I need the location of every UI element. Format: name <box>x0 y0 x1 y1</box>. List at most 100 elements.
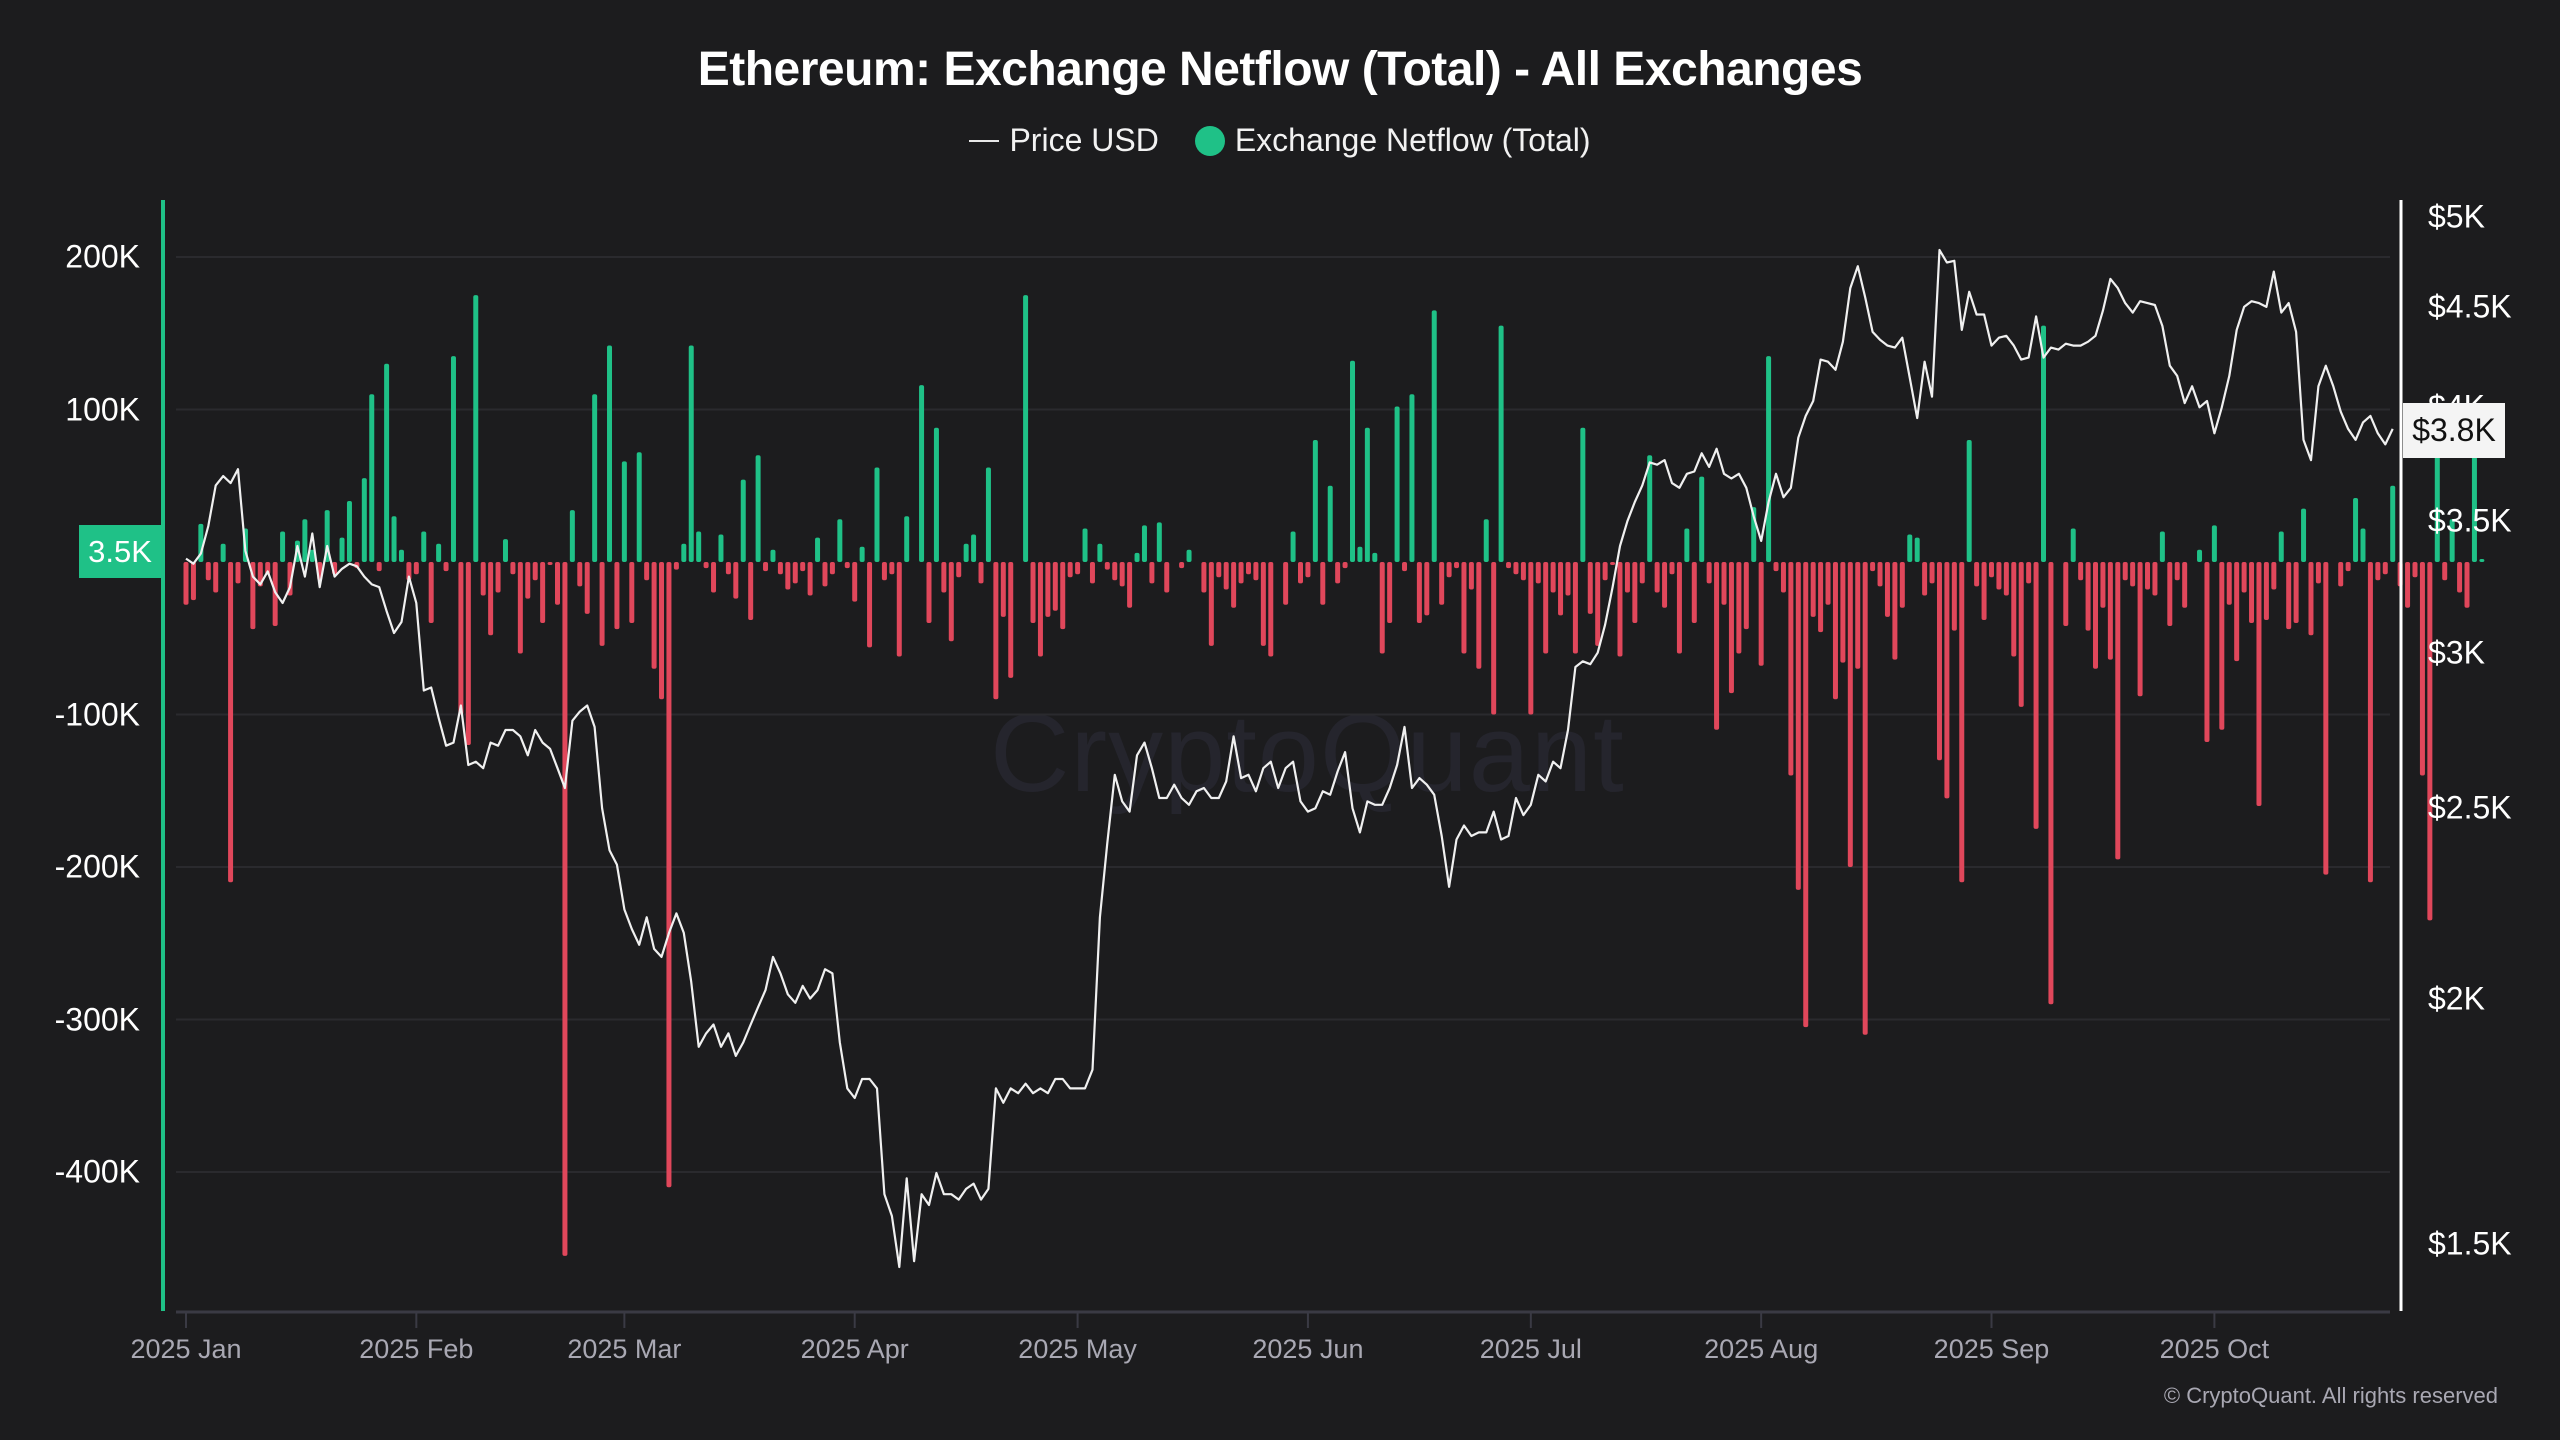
outflow-bar <box>2137 562 2143 697</box>
outflow-bar <box>532 562 538 581</box>
outflow-bar <box>2286 562 2292 630</box>
inflow-bar <box>837 519 843 562</box>
line-swatch-icon <box>969 139 1000 142</box>
outflow-bar <box>1676 562 1682 654</box>
inflow-bar <box>1483 519 1489 562</box>
right-y-tick-label: $1.5K <box>2428 1225 2512 1262</box>
outflow-bar <box>1008 562 1014 678</box>
left-y-tick-label: -200K <box>54 848 140 885</box>
outflow-bar <box>1617 562 1623 657</box>
outflow-bar <box>2226 562 2232 605</box>
outflow-bar <box>777 562 783 575</box>
inflow-bar <box>1372 552 1378 562</box>
outflow-bar <box>1461 562 1467 654</box>
outflow-bar <box>1528 562 1534 715</box>
outflow-bar <box>1832 562 1838 700</box>
inflow-bar <box>302 519 308 562</box>
outflow-bar <box>1736 562 1742 654</box>
outflow-bar <box>1877 562 1883 587</box>
outflow-bar <box>1424 562 1430 616</box>
outflow-bar <box>1595 562 1601 646</box>
outflow-bar <box>703 562 709 569</box>
outflow-bar <box>577 562 583 587</box>
x-tick-label: 2025 Jan <box>130 1334 242 1364</box>
outflow-bar <box>2063 562 2069 627</box>
inflow-bar <box>398 549 404 562</box>
outflow-bar <box>2249 562 2255 623</box>
outflow-bar <box>1669 562 1675 575</box>
outflow-bar <box>1164 562 1170 593</box>
outflow-bar <box>651 562 657 669</box>
inflow-bar <box>1394 406 1400 562</box>
legend: Price USD Exchange Netflow (Total) <box>0 122 2560 159</box>
outflow-bar <box>1454 562 1460 569</box>
outflow-bar <box>1691 562 1697 623</box>
outflow-bar <box>1840 562 1846 663</box>
inflow-bar <box>361 478 367 562</box>
outflow-bar <box>1929 562 1935 584</box>
outflow-bar <box>183 562 189 605</box>
outflow-bar <box>2152 562 2158 596</box>
outflow-bar <box>1104 562 1110 570</box>
outflow-bar <box>2419 562 2425 776</box>
watermark: CryptoQuant <box>990 692 1625 815</box>
outflow-bar <box>1402 562 1408 572</box>
outflow-bar <box>235 562 241 584</box>
outflow-bar <box>2323 562 2329 875</box>
inflow-bar <box>384 363 390 562</box>
x-tick-label: 2025 Jul <box>1479 1334 1582 1364</box>
outflow-bar <box>2033 562 2039 829</box>
inflow-bar <box>1312 440 1318 562</box>
outflow-bar <box>2093 562 2099 669</box>
outflow-bar <box>480 562 486 596</box>
outflow-bar <box>1825 562 1831 605</box>
outflow-bar <box>1728 562 1734 694</box>
inflow-bar <box>1186 549 1192 562</box>
outflow-bar <box>213 562 219 593</box>
inflow-bar <box>815 537 821 562</box>
outflow-bar <box>2219 562 2225 730</box>
outflow-bar <box>2241 562 2247 593</box>
outflow-bar <box>1052 562 1058 611</box>
outflow-bar <box>555 562 560 605</box>
right-y-tick-label: $2.5K <box>2428 789 2512 826</box>
outflow-bar <box>896 562 902 657</box>
inflow-bar <box>1357 546 1363 562</box>
inflow-bar <box>696 531 702 562</box>
outflow-bar <box>1067 562 1073 578</box>
outflow-bar <box>443 562 449 572</box>
inflow-bar <box>1907 534 1913 562</box>
outflow-bar <box>1342 562 1348 569</box>
inflow-bar <box>1699 476 1705 562</box>
outflow-bar <box>1379 562 1385 654</box>
outflow-bar <box>2182 562 2188 608</box>
outflow-bar <box>725 562 731 575</box>
outflow-bar <box>2338 562 2344 587</box>
outflow-bar <box>1208 562 1214 646</box>
outflow-bar <box>2122 562 2128 581</box>
legend-item-price[interactable]: Price USD <box>969 122 1159 159</box>
outflow-bar <box>1988 562 1994 578</box>
outflow-bar <box>1335 562 1341 584</box>
inflow-bar <box>1350 360 1356 562</box>
outflow-bar <box>2375 562 2381 581</box>
outflow-bar <box>465 562 471 745</box>
inflow-bar <box>2211 525 2217 562</box>
legend-item-netflow[interactable]: Exchange Netflow (Total) <box>1194 122 1591 159</box>
outflow-bar <box>1855 562 1861 669</box>
outflow-bar <box>1387 562 1393 623</box>
outflow-bar <box>666 562 672 1188</box>
outflow-bar <box>2100 562 2106 608</box>
outflow-bar <box>748 562 754 620</box>
outflow-bar <box>1899 562 1905 608</box>
inflow-bar <box>2197 549 2203 562</box>
outflow-bar <box>673 562 679 570</box>
outflow-bar <box>525 562 531 599</box>
x-tick-label: 2025 Aug <box>1704 1334 1819 1364</box>
outflow-bar <box>1870 562 1876 572</box>
outflow-bar <box>1201 562 1207 593</box>
inflow-bar <box>985 467 991 562</box>
outflow-bar <box>1149 562 1155 584</box>
x-tick-label: 2025 Feb <box>359 1334 474 1364</box>
